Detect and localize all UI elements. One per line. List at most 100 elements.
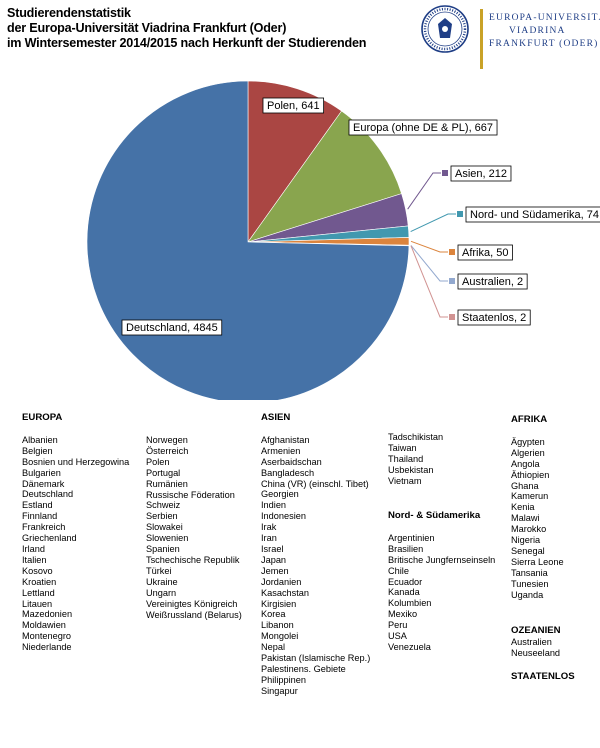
- leader-line: [410, 213, 456, 233]
- country-item: Jemen: [261, 565, 289, 576]
- logo-line-1: EUROPA-UNIVERSITÄT: [489, 13, 600, 23]
- country-item: Tadschikistan: [388, 432, 444, 442]
- country-item: Venezuela: [388, 641, 431, 652]
- staatenlos-heading: STAATENLOS: [511, 671, 575, 682]
- logo-line-3: FRANKFURT (ODER): [489, 39, 599, 49]
- country-item: Deutschland: [22, 489, 74, 500]
- country-item: Bosnien und Herzegowina: [22, 456, 130, 467]
- country-item: Aserbaidschan: [261, 456, 322, 467]
- country-item: Usbekistan: [388, 464, 434, 475]
- asien-column-1: ASIEN Afghanistan Armenien Aserbaidschan Ba…: [261, 412, 370, 697]
- country-item: Serbien: [146, 511, 178, 522]
- europa-heading: EUROPA: [22, 412, 63, 423]
- label-swatch: [449, 249, 455, 255]
- country-item: Peru: [388, 620, 408, 631]
- slice-label: Deutschland, 4845: [126, 322, 218, 334]
- country-item: Chile: [388, 565, 409, 576]
- slice-label: Australien, 2: [462, 276, 523, 288]
- europa-column-2: Norwegen Österreich Polen Portugal Rumänien R…: [146, 435, 242, 620]
- asien-heading: ASIEN: [261, 412, 291, 423]
- title-line-2: der Europa-Universität Viadrina Frankfur…: [7, 21, 287, 35]
- slice-label: Asien, 212: [455, 168, 507, 180]
- country-item: Nepal: [261, 642, 286, 653]
- country-item: Armenien: [261, 445, 301, 456]
- country-item: Mazedonien: [22, 609, 73, 620]
- asien-column-2: Tadschikistan Taiwan Thailand Usbekistan Vie…: [388, 432, 443, 487]
- country-item: Nigeria: [511, 535, 541, 546]
- country-item: Dänemark: [22, 478, 65, 489]
- label-box: [262, 97, 325, 114]
- slice-label: Polen, 641: [267, 100, 320, 112]
- title-line-3: im Wintersemester 2014/2015 nach Herkunf…: [7, 36, 367, 50]
- country-item: Kirgisien: [261, 598, 297, 609]
- country-item: Polen: [146, 456, 170, 467]
- country-item: Slowenien: [146, 533, 189, 544]
- amerika-column: Nord- & Südamerika Argentinien Brasilien B…: [388, 510, 495, 653]
- title-line-1: Studierendenstatistik: [7, 6, 131, 20]
- ozeanien-heading: OZEANIEN: [511, 625, 561, 636]
- country-list: Australien Neuseeland: [511, 637, 561, 659]
- country-item: Jordanien: [261, 576, 302, 587]
- country-item: Türkei: [146, 565, 172, 576]
- country-item: Taiwan: [388, 442, 417, 453]
- country-item: Litauen: [22, 598, 53, 609]
- country-item: Palestinens. Gebiete: [261, 663, 346, 674]
- country-item: Angola: [511, 458, 540, 469]
- label-box: [457, 309, 531, 326]
- country-list: Norwegen Österreich Polen Portugal Rumänien R…: [146, 435, 242, 620]
- country-item: Neuseeland: [511, 647, 561, 658]
- country-item: Belgien: [22, 445, 53, 456]
- country-item: Ägypten: [511, 436, 545, 447]
- country-item: Pakistan (Islamische Rep.): [261, 653, 371, 664]
- label-box: [348, 119, 498, 136]
- university-logo: EUROPA-UNIVERSITÄT VIADRINA FRANKFURT (O…: [420, 4, 600, 69]
- country-item: Indien: [261, 500, 287, 511]
- leader-line: [410, 245, 448, 282]
- country-item: Singapur: [261, 685, 298, 696]
- country-item: Philippinen: [261, 674, 306, 685]
- country-item: Kroatien: [22, 576, 57, 587]
- country-item: Ecuador: [388, 576, 423, 587]
- country-item: Japan: [261, 554, 287, 565]
- label-swatch: [457, 211, 463, 217]
- country-item: Norwegen: [146, 435, 188, 445]
- country-item: Frankreich: [22, 522, 66, 533]
- label-swatch: [442, 170, 448, 176]
- country-item: Kasachstan: [261, 587, 310, 598]
- country-list: Afghanistan Armenien Aserbaidschan Banglade…: [261, 435, 370, 697]
- amerika-heading: Nord- & Südamerika: [388, 510, 481, 521]
- logo-wordmark: EUROPA-UNIVERSITÄT VIADRINA FRANKFURT (O…: [489, 12, 600, 51]
- country-item: Estland: [22, 500, 53, 511]
- country-item: Tschechische Republik: [146, 554, 240, 565]
- label-box: [457, 244, 513, 261]
- country-item: Mongolei: [261, 631, 299, 642]
- country-item: Uganda: [511, 589, 544, 600]
- country-item: Österreich: [146, 445, 189, 456]
- country-item: Rumänien: [146, 478, 188, 489]
- country-item: Tansania: [511, 567, 548, 578]
- staatenlos-column: STAATENLOS: [511, 671, 575, 683]
- country-item: Irak: [261, 522, 277, 533]
- country-item: Moldawien: [22, 620, 66, 631]
- afrika-heading: AFRIKA: [511, 414, 548, 425]
- country-item: Ghana: [511, 480, 539, 491]
- slice-label: Afrika, 50: [462, 247, 508, 259]
- country-item: Malawi: [511, 513, 540, 524]
- country-item: Mexiko: [388, 609, 418, 620]
- country-item: Slowakei: [146, 522, 183, 533]
- country-item: China (VR) (einschl. Tibet): [261, 478, 369, 489]
- country-item: Iran: [261, 533, 277, 544]
- ozeanien-column: OZEANIEN Australien Neuseeland: [511, 625, 561, 659]
- country-item: Portugal: [146, 467, 181, 478]
- country-list: Argentinien Brasilien Britische Jungfernse…: [388, 533, 495, 653]
- country-item: Vereinigtes Königreich: [146, 598, 238, 609]
- country-item: Finnland: [22, 511, 58, 522]
- country-item: Algerien: [511, 447, 545, 458]
- country-item: Georgien: [261, 489, 299, 500]
- leader-line: [410, 240, 448, 253]
- chart-title: Studierendenstatistik der Europa-Univers…: [7, 6, 366, 51]
- country-item: Afghanistan: [261, 434, 310, 445]
- label-box: [465, 206, 600, 223]
- country-list: Tadschikistan Taiwan Thailand Usbekistan Vie…: [388, 432, 443, 487]
- slice-label: Europa (ohne DE & PL), 667: [353, 122, 493, 134]
